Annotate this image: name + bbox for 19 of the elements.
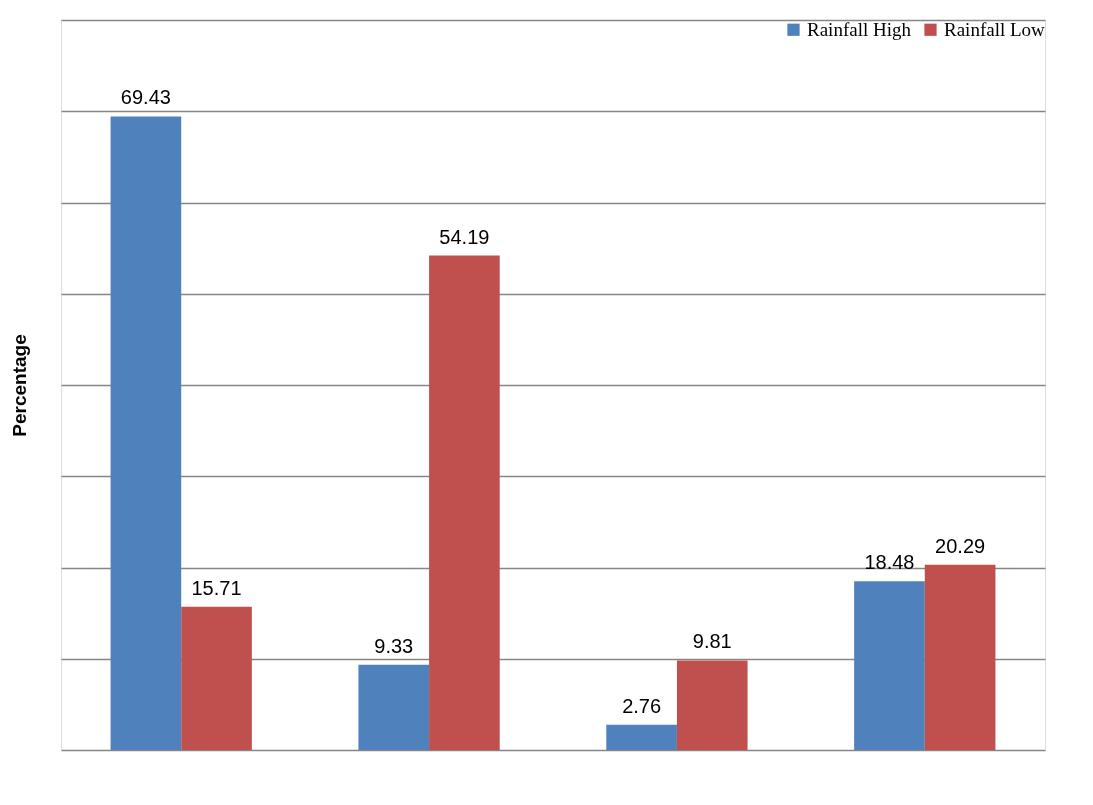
- data-label: 2.76: [622, 694, 662, 717]
- bar: [181, 606, 252, 750]
- bar: [110, 116, 182, 750]
- data-label: 15.71: [191, 576, 242, 599]
- data-label: 54.19: [439, 225, 490, 248]
- data-label: 9.81: [692, 630, 732, 653]
- legend-label: Rainfall Low: [944, 18, 1046, 40]
- data-label: 9.33: [374, 634, 414, 657]
- bar: [854, 581, 925, 750]
- bar: [606, 724, 677, 750]
- bar: [676, 660, 748, 750]
- bar: [924, 564, 996, 750]
- y-axis-title: Percentage: [8, 334, 30, 437]
- data-label: 20.29: [935, 534, 986, 557]
- bar: [429, 255, 500, 750]
- data-label: 18.48: [864, 551, 915, 574]
- data-label: 69.43: [120, 86, 171, 109]
- bar: [358, 664, 430, 750]
- legend-label: Rainfall High: [807, 18, 912, 40]
